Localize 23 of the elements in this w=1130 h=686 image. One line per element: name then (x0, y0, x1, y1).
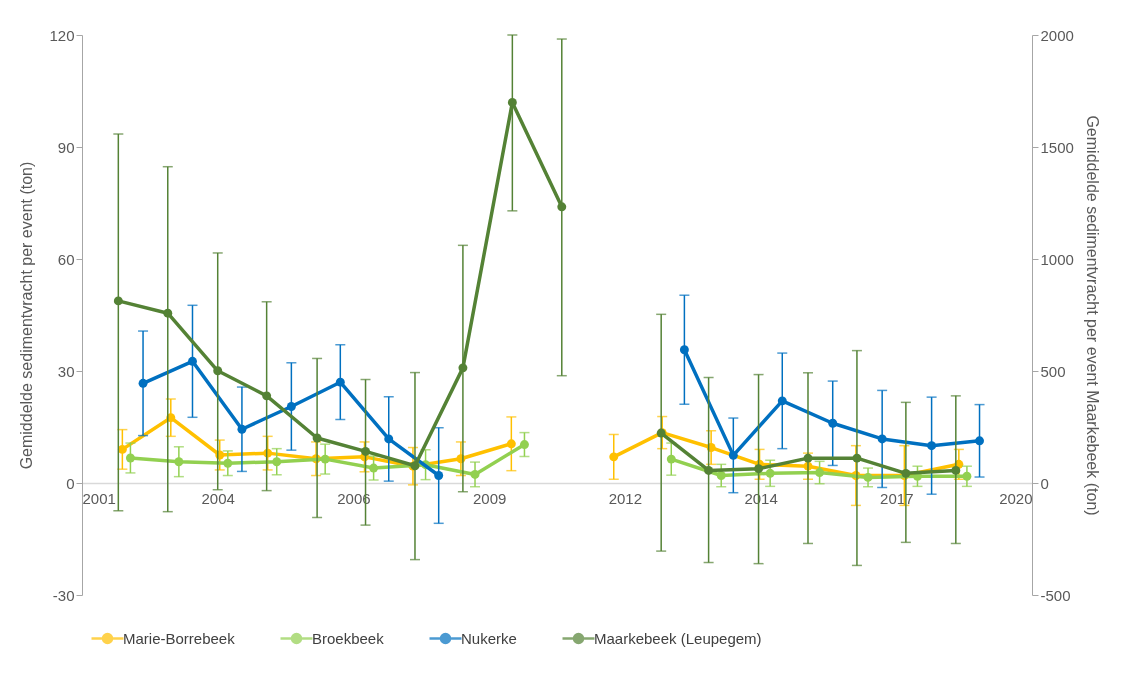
y-axis-title: Gemiddelde sedimentvracht per event (ton) (18, 161, 36, 470)
legend-label: Maarkebeek (Leupegem) (594, 629, 762, 647)
legend-label: Marie-Borrebeek (123, 629, 236, 647)
y-tick-label: -30 (52, 586, 75, 604)
x-tick-label: 2009 (472, 489, 507, 507)
x-tick-label: 2004 (201, 489, 235, 507)
y2-axis-title: Gemiddelde sedimentvracht per event Maarkebeek (ton) (1083, 115, 1101, 516)
y2-tick-label: 0 (1040, 474, 1049, 492)
y-tick-label: 0 (66, 474, 75, 492)
legend-label: Broekbeek (312, 629, 385, 647)
x-tick-label: 2001 (82, 489, 116, 507)
y2-tick-label: -500 (1040, 586, 1071, 604)
x-tick-label: 2020 (999, 489, 1033, 507)
y2-tick-label: 2000 (1040, 26, 1074, 44)
y-tick-label: 30 (57, 362, 75, 380)
x-tick-label: 2012 (608, 489, 643, 507)
y-tick-label: 60 (57, 250, 75, 268)
y-tick-label: 120 (49, 26, 75, 44)
legend-label: Nukerke (461, 629, 517, 647)
y2-tick-label: 1500 (1040, 138, 1074, 156)
y2-tick-label: 500 (1040, 362, 1066, 380)
y2-tick-label: 1000 (1040, 250, 1074, 268)
y-tick-label: 90 (57, 138, 75, 156)
